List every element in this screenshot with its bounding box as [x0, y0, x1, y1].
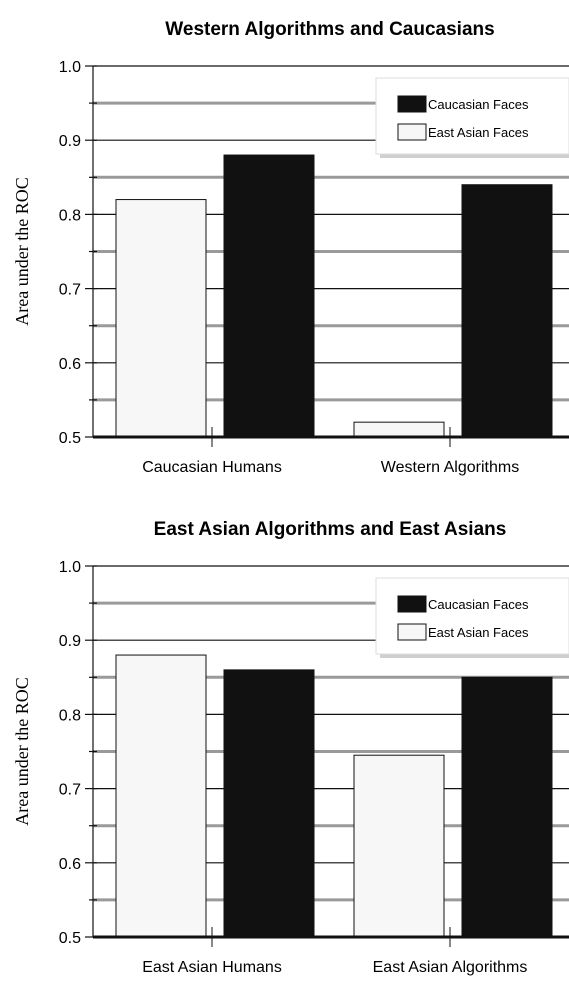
- chart-svg-western: Western Algorithms and Caucasians Caucasi…: [12, 19, 569, 476]
- chart-svg-east-asian: East Asian Algorithms and East Asians Eas…: [12, 519, 569, 976]
- y-tick-label: 0.6: [59, 856, 81, 873]
- legend-label-east-asian-faces: East Asian Faces: [428, 125, 529, 140]
- x-tick-label: East Asian Algorithms: [373, 959, 528, 976]
- legend-label-caucasian-faces: Caucasian Faces: [428, 597, 529, 612]
- bar-caucasian-faces-1: [461, 184, 553, 438]
- bar-caucasian-faces-0: [223, 154, 315, 438]
- y-tick-label: 0.7: [59, 782, 81, 799]
- legend-label-caucasian-faces: Caucasian Faces: [428, 97, 529, 112]
- chart-western-algorithms: Western Algorithms and Caucasians Caucasi…: [0, 0, 569, 500]
- y-tick-label: 0.7: [59, 282, 81, 299]
- y-tick-label: 0.9: [59, 633, 81, 650]
- legend-box: [375, 577, 569, 655]
- bar-caucasian-faces-1: [461, 676, 553, 938]
- y-tick-label: 1.0: [59, 559, 81, 576]
- bar-east-asian-faces-1: [353, 421, 445, 438]
- y-axis-label: Area under the ROC: [12, 677, 32, 825]
- y-tick-label: 0.8: [59, 707, 81, 724]
- bar-caucasian-faces-0: [223, 669, 315, 938]
- chart-east-asian-algorithms: East Asian Algorithms and East Asians Eas…: [0, 500, 569, 1000]
- bar-east-asian-faces-0: [115, 199, 207, 438]
- y-tick-label: 1.0: [59, 59, 81, 76]
- legend-swatch-caucasian-faces: [397, 595, 427, 613]
- y-tick-label: 0.6: [59, 356, 81, 373]
- x-tick-label: Western Algorithms: [381, 459, 519, 476]
- x-tick-label: Caucasian Humans: [142, 459, 282, 476]
- y-tick-label: 0.9: [59, 133, 81, 150]
- legend-swatch-east-asian-faces: [397, 123, 427, 141]
- x-tick-label: East Asian Humans: [142, 959, 282, 976]
- legend-swatch-east-asian-faces: [397, 623, 427, 641]
- y-axis-label: Area under the ROC: [12, 177, 32, 325]
- bar-east-asian-faces-1: [353, 754, 445, 938]
- chart-title: Western Algorithms and Caucasians: [165, 19, 494, 40]
- y-tick-label: 0.8: [59, 207, 81, 224]
- bar-east-asian-faces-0: [115, 654, 207, 938]
- chart-title: East Asian Algorithms and East Asians: [154, 519, 507, 540]
- legend-label-east-asian-faces: East Asian Faces: [428, 625, 529, 640]
- legend-box: [375, 77, 569, 155]
- y-tick-label: 0.5: [59, 430, 81, 447]
- legend-swatch-caucasian-faces: [397, 95, 427, 113]
- y-tick-label: 0.5: [59, 930, 81, 947]
